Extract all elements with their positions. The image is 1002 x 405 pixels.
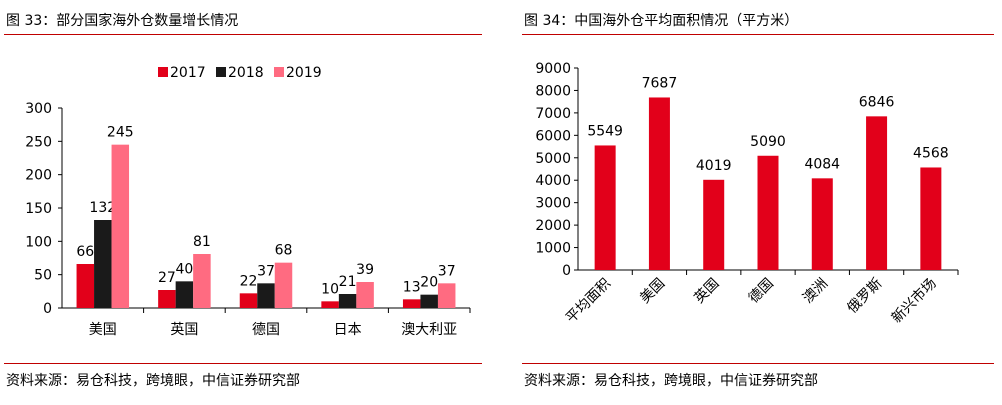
x-tick-label: 美国 — [89, 322, 117, 338]
x-tick-label: 新兴市场 — [888, 275, 940, 327]
y-tick-label: 7000 — [535, 106, 571, 122]
y-tick-label: 2000 — [535, 218, 571, 234]
y-tick-label: 9000 — [535, 61, 571, 77]
bar-俄罗斯 — [866, 116, 888, 270]
y-tick-label: 0 — [43, 301, 52, 317]
bar-2019-德国 — [274, 262, 293, 308]
data-label: 245 — [107, 125, 134, 141]
data-label: 5549 — [587, 123, 623, 139]
figure-33-panel: 图 33：部分国家海外仓数量增长情况 0 50 100 150 200 250 300 66 1… — [0, 0, 490, 405]
figure-34-source: 资料来源：易仓科技，跨境眼，中信证券研究部 — [524, 373, 818, 389]
bar-2019-英国 — [193, 254, 211, 308]
data-label: 66 — [76, 244, 94, 260]
bar-2019-日本 — [356, 282, 374, 308]
y-tick-label: 50 — [34, 268, 52, 284]
data-label: 37 — [438, 263, 456, 279]
y-tick-label: 100 — [25, 234, 52, 250]
x-tick-label: 德国 — [746, 276, 777, 307]
x-tick-label: 英国 — [170, 321, 198, 338]
x-tick-label: 英国 — [691, 275, 723, 307]
data-label: 4568 — [913, 145, 949, 161]
x-tick-label: 德国 — [252, 322, 280, 338]
y-tick-label: 5000 — [535, 151, 571, 167]
y-tick-label: 8000 — [535, 83, 571, 99]
bar-新兴市场 — [920, 167, 942, 270]
bar-2018-德国 — [257, 283, 275, 308]
data-label: 27 — [158, 270, 176, 286]
data-label: 81 — [193, 234, 211, 250]
figure-33-source: 资料来源：易仓科技，跨境眼，中信证券研究部 — [6, 373, 300, 389]
data-label: 6846 — [859, 94, 895, 110]
figure-34-title: 图 34：中国海外仓平均面积情况（平方米） — [524, 13, 799, 29]
figure-34-chart: 0 1000 2000 3000 4000 5000 6000 7000 8000 9000 554… — [535, 61, 959, 327]
y-tick-label: 300 — [25, 101, 52, 117]
figure-34-top-rule — [522, 34, 994, 35]
bar-2018-英国 — [175, 281, 194, 308]
bar-2017-英国 — [158, 290, 176, 308]
figure-33-bottom-rule — [4, 363, 482, 364]
bar-平均面积 — [594, 145, 616, 270]
data-label: 39 — [356, 262, 374, 278]
data-label: 4084 — [804, 156, 840, 172]
x-tick-label: 澳洲 — [800, 276, 831, 307]
bar-美国 — [648, 97, 670, 270]
figure-34-panel: 图 34：中国海外仓平均面积情况（平方米） 0 1000 2000 3000 4000 5… — [518, 0, 1002, 405]
bar-2018-美国 — [94, 220, 112, 308]
data-label: 37 — [257, 263, 275, 279]
bar-英国 — [703, 179, 725, 270]
data-label: 68 — [275, 243, 293, 259]
x-tick-label: 俄罗斯 — [844, 276, 885, 317]
bar-德国 — [757, 155, 779, 270]
legend-swatch-2018 — [216, 67, 226, 77]
figure-33-title: 图 33：部分国家海外仓数量增长情况 — [6, 13, 239, 29]
data-label: 22 — [240, 273, 258, 289]
y-tick-label: 200 — [25, 168, 52, 184]
y-tick-label: 1000 — [535, 241, 571, 257]
bar-2017-美国 — [76, 264, 95, 308]
x-tick-label: 日本 — [334, 322, 362, 338]
figure-33-top-rule — [4, 34, 482, 35]
y-tick-label: 6000 — [535, 128, 571, 144]
bar-2017-德国 — [239, 293, 258, 308]
x-tick-label: 美国 — [637, 276, 668, 307]
data-label: 7687 — [642, 75, 678, 91]
data-label: 10 — [321, 281, 339, 297]
data-label: 40 — [175, 261, 193, 277]
y-tick-label: 150 — [25, 201, 52, 217]
legend-label: 2019 — [286, 65, 322, 81]
data-label: 5090 — [750, 134, 786, 150]
y-tick-label: 4000 — [535, 173, 571, 189]
bar-2018-澳大利亚 — [420, 294, 438, 308]
legend-swatch-2017 — [158, 67, 168, 77]
bar-2017-澳大利亚 — [402, 299, 421, 308]
data-label: 21 — [339, 274, 357, 290]
data-label: 132 — [89, 200, 116, 216]
y-tick-label: 3000 — [535, 196, 571, 212]
y-tick-label: 250 — [25, 134, 52, 150]
bar-2019-美国 — [111, 144, 130, 308]
bar-2018-日本 — [338, 294, 357, 308]
data-label: 20 — [420, 275, 438, 291]
bar-澳洲 — [811, 178, 833, 270]
legend-label: 2017 — [170, 65, 206, 81]
x-tick-label: 澳大利亚 — [401, 322, 457, 338]
x-tick-label: 平均面积 — [563, 276, 614, 327]
data-label: 13 — [403, 279, 421, 295]
figure-33-chart: 05010015020025030066132245美国274081英国2237… — [25, 65, 471, 338]
bar-2017-日本 — [321, 301, 339, 308]
legend-label: 2018 — [228, 65, 264, 81]
y-tick-label: 0 — [562, 263, 571, 279]
legend-swatch-2019 — [274, 67, 284, 77]
data-label: 4019 — [696, 158, 732, 174]
bar-2019-澳大利亚 — [437, 283, 456, 308]
figure-34-bottom-rule — [522, 363, 994, 364]
